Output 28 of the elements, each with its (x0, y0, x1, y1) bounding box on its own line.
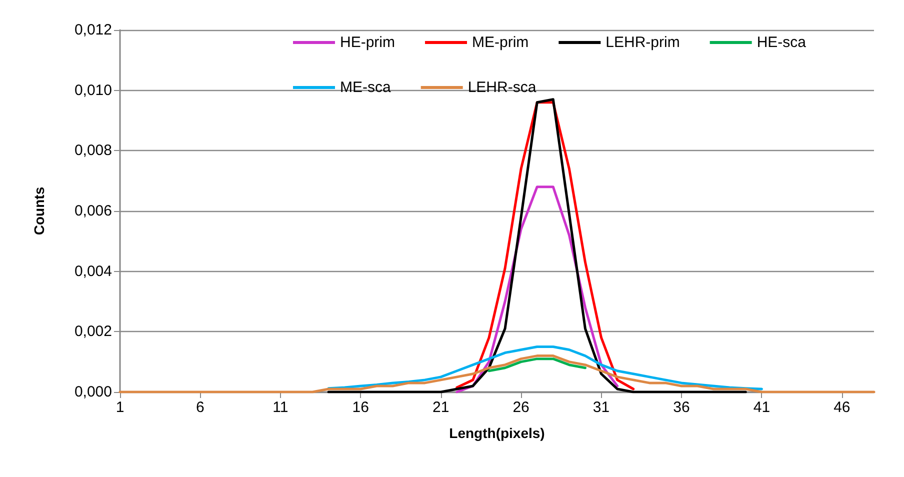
legend-label: LEHR-prim (606, 34, 680, 51)
y-axis-title: Counts (31, 186, 47, 236)
x-tick-label: 16 (352, 399, 369, 416)
x-tick-label: 6 (196, 399, 204, 416)
y-tick-label: 0,000 (74, 384, 112, 400)
x-tick-label: 41 (753, 399, 770, 416)
y-tick-label: 0,008 (74, 142, 112, 160)
line-series (488, 358, 586, 372)
x-tick-label: 1 (116, 399, 124, 416)
x-tick-label: 46 (834, 399, 850, 416)
legend-label: HE-prim (340, 34, 395, 51)
line-series (327, 98, 747, 394)
x-tick-label: 31 (592, 399, 610, 416)
x-tick-label: 36 (673, 399, 690, 416)
x-axis-title: Length(pixels) (449, 425, 545, 441)
line-series (456, 101, 635, 390)
legend-label: LEHR-sca (468, 79, 537, 96)
x-tick-label: 26 (512, 399, 530, 416)
legend-label: ME-sca (340, 79, 392, 96)
y-tick-label: 0,006 (74, 202, 112, 220)
legend-label: HE-sca (756, 34, 807, 51)
y-tick-label: 0,012 (74, 22, 112, 38)
y-tick-label: 0,004 (74, 262, 112, 280)
x-tick-label: 21 (432, 399, 450, 416)
y-tick-label: 0,002 (74, 323, 112, 340)
x-tick-label: 11 (272, 399, 288, 416)
legend-label: ME-prim (472, 34, 529, 51)
y-tick-label: 0,010 (74, 82, 112, 99)
